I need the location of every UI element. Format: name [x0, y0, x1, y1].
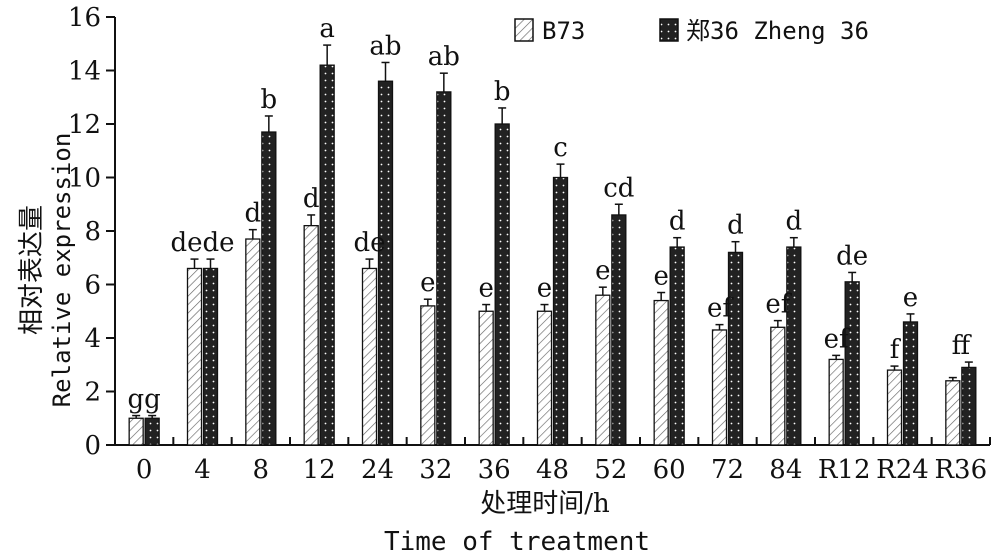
significance-label: a [319, 14, 335, 44]
x-axis: 0 4 8 12 24 32 36 48 52 60 72 84 R12 R24 R36 [115, 437, 991, 485]
bar-zheng36 [786, 246, 802, 446]
legend-label-zheng36: 郑36 Zheng 36 [686, 17, 869, 45]
x-tick-label: 36 [478, 455, 511, 485]
significance-label: ab [369, 31, 401, 61]
significance-label: e [537, 274, 552, 304]
x-tick-label: R36 [934, 455, 987, 485]
x-ticks: 0 4 8 12 24 32 36 48 52 60 72 84 R12 R24 R36 [136, 437, 991, 485]
y-tick-label: 0 [84, 431, 101, 461]
y-tick-label: 14 [68, 57, 101, 87]
significance-label: de [353, 228, 385, 258]
significance-label: ef [707, 294, 734, 324]
y-axis-title-en: Relative expression [48, 133, 76, 408]
legend-swatch-zheng36 [659, 18, 679, 42]
x-tick-label: 24 [361, 455, 394, 485]
significance-label: gg [128, 385, 161, 415]
legend-label-b73: B73 [542, 17, 585, 45]
x-tick-label: R24 [876, 455, 929, 485]
bar-b73 [128, 417, 144, 446]
x-tick-label: 84 [769, 455, 802, 485]
significance-label: f [890, 335, 902, 365]
bar-zheng36 [144, 417, 160, 446]
significance-label: b [261, 85, 278, 115]
significance-label: d [727, 211, 744, 241]
x-tick-label: 8 [253, 455, 270, 485]
significance-label: ef [824, 324, 851, 354]
bar-b73 [536, 310, 553, 446]
x-axis-title-en: Time of treatment [384, 527, 650, 557]
bar-b73 [653, 299, 669, 446]
bar-b73 [186, 267, 203, 446]
bar-b73 [245, 238, 261, 446]
bar-zheng36 [552, 176, 569, 446]
error-bars [132, 44, 973, 419]
x-tick-label: 4 [194, 455, 211, 485]
x-tick-label: 52 [594, 455, 627, 485]
significance-label: dede [170, 228, 234, 258]
bar-b73 [361, 267, 378, 446]
significance-label: d [245, 199, 262, 229]
y-tick-label: 6 [84, 271, 101, 301]
significance-label: e [420, 268, 435, 298]
y-ticks: 0 2 4 6 8 10 12 14 16 [68, 3, 115, 461]
significance-label: e [595, 256, 610, 286]
y-tick-label: 16 [68, 3, 101, 33]
bar-b73 [478, 310, 494, 446]
y-axis-title-cn: 相对表达量 [17, 205, 47, 335]
y-tick-label: 2 [84, 378, 101, 408]
bar-zheng36 [202, 267, 219, 446]
x-axis-title-cn: 处理时间/h [480, 489, 610, 519]
y-axis-title: 相对表达量 Relative expression [17, 133, 76, 408]
significance-label: e [903, 283, 918, 313]
bar-zheng36 [727, 251, 744, 446]
y-tick-label: 12 [68, 110, 101, 140]
x-tick-label: 60 [653, 455, 686, 485]
bar-zheng36 [611, 214, 627, 446]
x-tick-label: 12 [303, 455, 336, 485]
significance-label: d [303, 184, 320, 214]
significance-label: b [494, 77, 511, 107]
significance-label: e [478, 274, 493, 304]
significance-label: ab [428, 42, 460, 72]
bar-zheng36 [261, 131, 277, 446]
bar-b73 [303, 224, 319, 446]
significance-label: d [669, 207, 686, 237]
bar-b73 [886, 369, 903, 446]
bar-zheng36 [902, 321, 919, 446]
bar-zheng36 [844, 281, 860, 446]
bar-b73 [711, 329, 728, 446]
y-tick-label: 10 [68, 164, 101, 194]
y-tick-label: 8 [84, 217, 101, 247]
x-tick-label: 32 [419, 455, 452, 485]
x-tick-label: 48 [536, 455, 569, 485]
bar-zheng36 [319, 64, 335, 446]
bar-zheng36 [494, 123, 510, 446]
bar-zheng36 [377, 80, 394, 446]
significance-label: de [836, 241, 868, 271]
legend-swatch-b73 [514, 18, 534, 42]
bar-zheng36 [961, 366, 977, 446]
bar-b73 [828, 358, 844, 446]
bar-zheng36 [436, 91, 452, 446]
significance-label: cd [603, 173, 634, 203]
x-tick-label: R12 [818, 455, 871, 485]
bar-b73 [945, 380, 961, 446]
significance-label: ef [765, 290, 792, 320]
significance-label: e [653, 262, 668, 292]
bar-b73 [770, 326, 786, 446]
legend: B73 郑36 Zheng 36 [514, 17, 869, 45]
significance-label: c [553, 133, 568, 163]
bar-b73 [420, 305, 436, 446]
y-axis: 0 2 4 6 8 10 12 14 16 [68, 3, 116, 461]
x-tick-label: 72 [711, 455, 744, 485]
y-tick-label: 4 [84, 324, 101, 354]
significance-label: ff [952, 331, 973, 361]
bar-zheng36 [669, 246, 685, 446]
significance-label: d [786, 207, 803, 237]
x-tick-label: 0 [136, 455, 153, 485]
bar-b73 [595, 294, 611, 446]
